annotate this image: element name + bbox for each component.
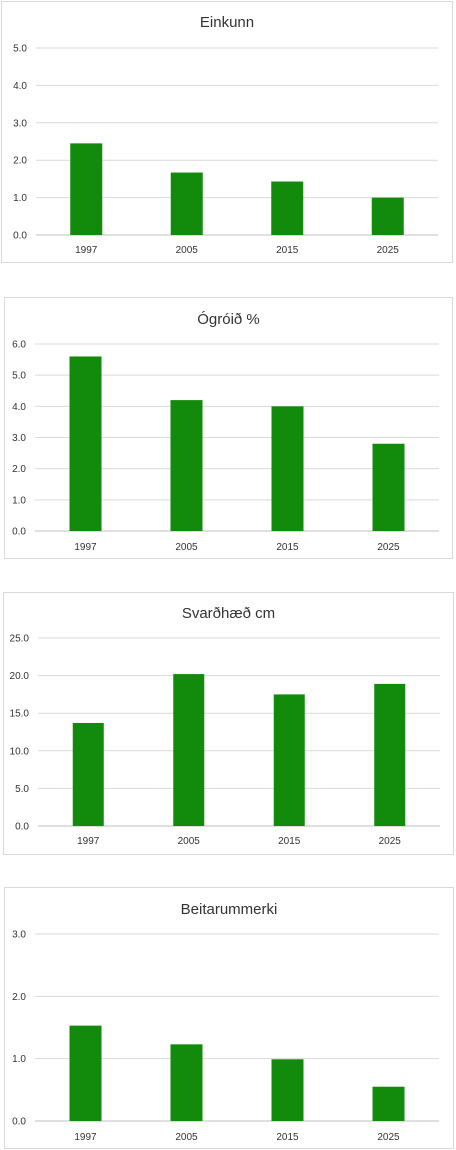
y-tick-label: 6.0 (12, 340, 26, 351)
chart-svg: Ógróið % 0.0 1.0 2.0 3.0 4.0 5.0 6.0 1997 2005 201… (12, 311, 439, 553)
chart-panel-einkunn: Einkunn 0.0 1.0 2.0 3.0 4.0 5.0 1997 2005 2015 202… (1, 1, 453, 263)
x-tick-label: 2005 (176, 245, 199, 256)
x-tick-label: 2005 (178, 836, 201, 847)
y-tick-label: 4.0 (13, 81, 27, 92)
bar-2005 (170, 400, 203, 531)
x-tick-label: 2025 (379, 836, 402, 847)
x-tick-label: 2015 (276, 1132, 299, 1143)
bar-1997 (72, 722, 104, 826)
chart-panel-beitarummerki: Beitarummerki 0.0 1.0 2.0 3.0 1997 2005 2015 202… (4, 887, 454, 1149)
y-tick-label: 5.0 (13, 44, 27, 55)
chart-title: Ógróið % (197, 311, 260, 328)
chart-svg: Einkunn 0.0 1.0 2.0 3.0 4.0 5.0 1997 2005 2015 202… (13, 14, 438, 256)
chart-panel-svardhaed: Svarðhæð cm 0.0 5.0 10.0 15.0 20.0 25.0 1997 200… (3, 592, 454, 855)
y-tick-label: 0.0 (12, 527, 26, 538)
bar-2025 (371, 197, 404, 235)
x-tick-label: 1997 (75, 245, 98, 256)
bar-1997 (70, 143, 103, 235)
x-tick-label: 2005 (175, 1132, 198, 1143)
bar-2005 (170, 172, 203, 235)
bar-2015 (271, 181, 304, 235)
x-tick-label: 2005 (175, 542, 198, 553)
y-tick-label: 4.0 (12, 402, 26, 413)
bar-2005 (170, 1044, 203, 1121)
bar-1997 (69, 356, 102, 531)
y-tick-label: 2.0 (12, 992, 26, 1003)
bar-2025 (372, 443, 405, 531)
x-tick-label: 2015 (276, 542, 299, 553)
x-tick-label: 2015 (276, 245, 299, 256)
y-tick-label: 1.0 (12, 495, 26, 506)
chart-svg: Beitarummerki 0.0 1.0 2.0 3.0 1997 2005 2015 202… (12, 901, 439, 1143)
bar-2025 (372, 1086, 405, 1121)
x-tick-label: 2025 (377, 245, 400, 256)
y-tick-label: 3.0 (12, 433, 26, 444)
chart-svg: Svarðhæð cm 0.0 5.0 10.0 15.0 20.0 25.0 1997 200… (10, 605, 440, 847)
y-tick-label: 10.0 (10, 746, 30, 757)
x-tick-label: 2025 (377, 542, 400, 553)
y-tick-label: 20.0 (10, 671, 30, 682)
x-tick-label: 1997 (77, 836, 100, 847)
bar-1997 (69, 1025, 102, 1121)
y-tick-label: 25.0 (10, 634, 30, 645)
bar-2015 (271, 406, 304, 531)
x-tick-label: 2025 (377, 1132, 400, 1143)
x-tick-label: 1997 (74, 542, 97, 553)
y-tick-label: 0.0 (13, 231, 27, 242)
bar-2015 (271, 1059, 304, 1121)
chart-title: Einkunn (200, 14, 254, 31)
x-tick-label: 1997 (74, 1132, 97, 1143)
y-tick-label: 2.0 (12, 464, 26, 475)
chart-title: Beitarummerki (181, 901, 278, 918)
y-tick-label: 5.0 (12, 371, 26, 382)
chart-title: Svarðhæð cm (182, 605, 275, 622)
x-tick-label: 2015 (278, 836, 301, 847)
bar-2025 (374, 683, 406, 826)
bar-2015 (273, 694, 305, 826)
y-tick-label: 5.0 (15, 784, 29, 795)
y-tick-label: 0.0 (15, 822, 29, 833)
y-tick-label: 1.0 (13, 193, 27, 204)
y-tick-label: 3.0 (12, 930, 26, 941)
y-tick-label: 2.0 (13, 156, 27, 167)
y-tick-label: 0.0 (12, 1117, 26, 1128)
y-tick-label: 1.0 (12, 1054, 26, 1065)
bar-2005 (173, 674, 205, 826)
chart-panel-ogroid: Ógróið % 0.0 1.0 2.0 3.0 4.0 5.0 6.0 1997 2005 201… (4, 297, 453, 559)
y-tick-label: 3.0 (13, 118, 27, 129)
y-tick-label: 15.0 (10, 709, 30, 720)
